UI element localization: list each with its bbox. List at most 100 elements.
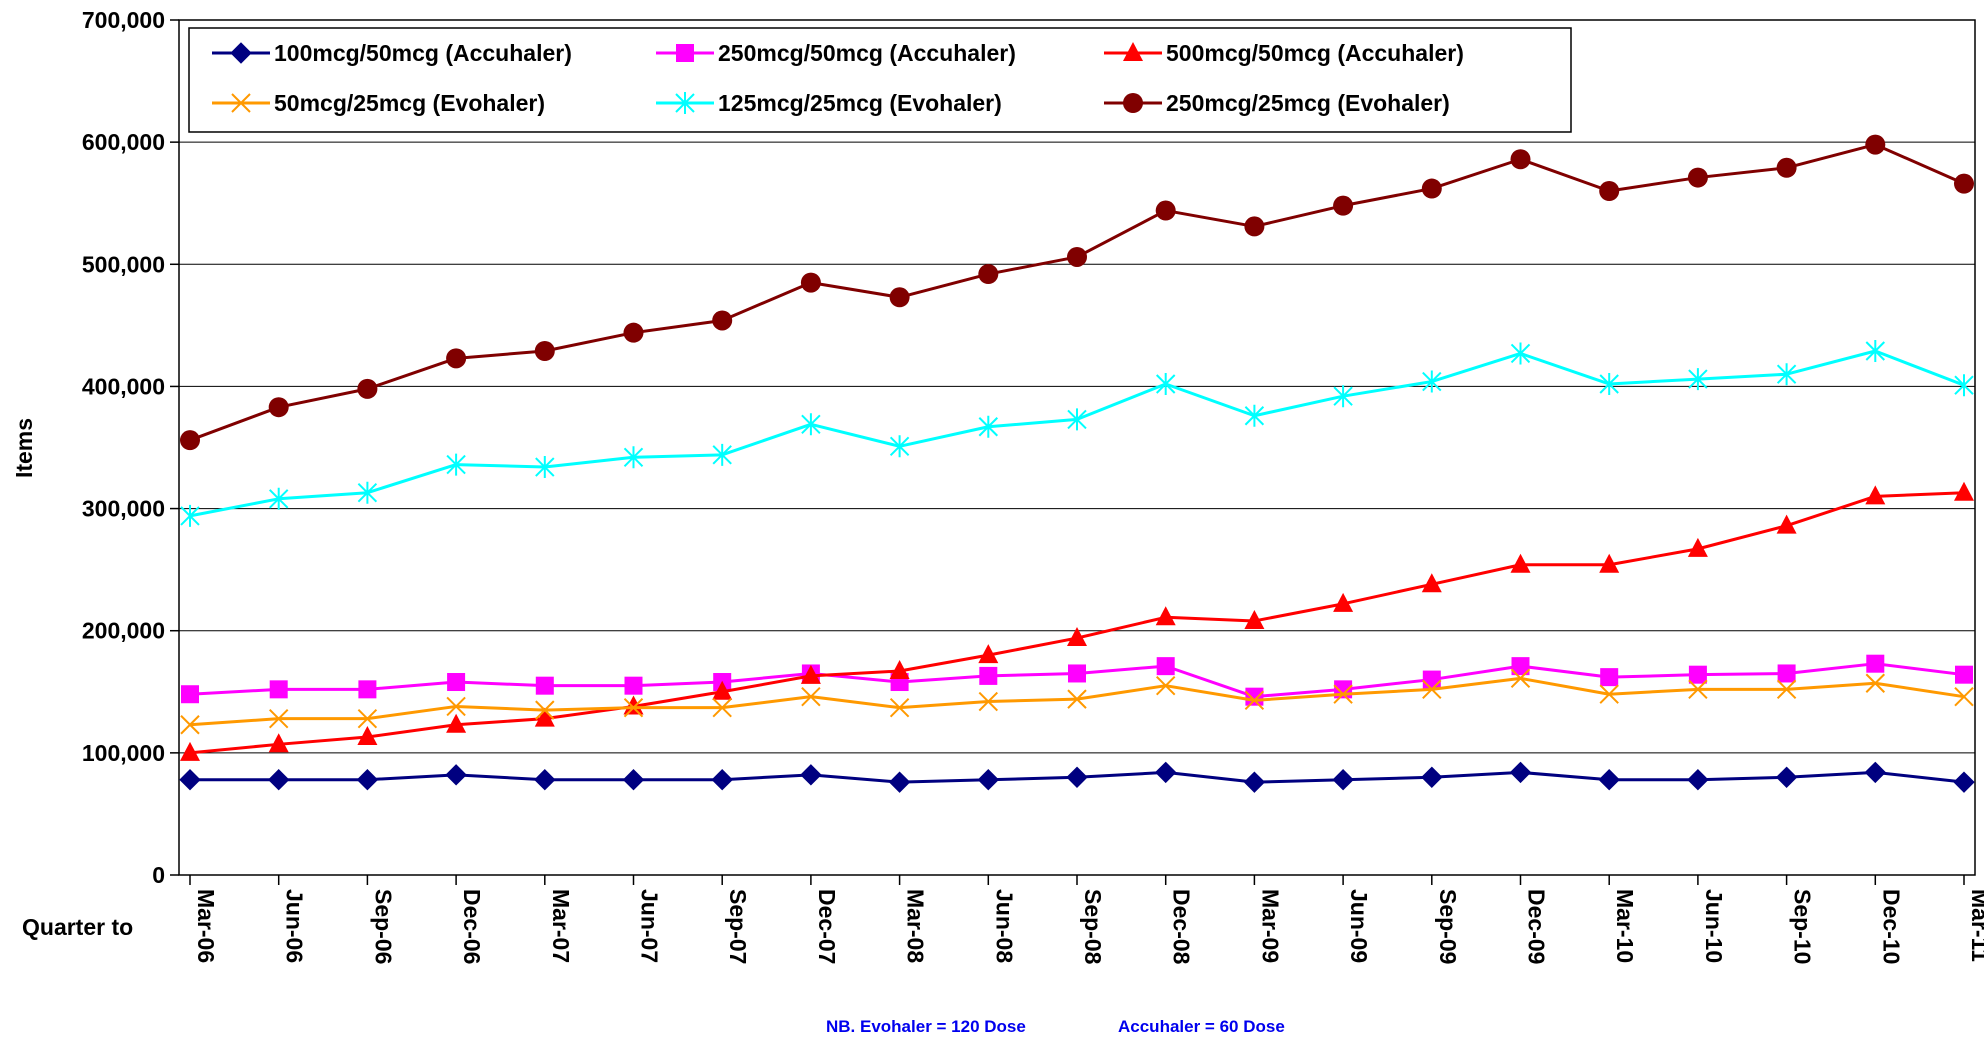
legend: 100mcg/50mcg (Accuhaler) 250mcg/50mcg (Ac… <box>188 27 1572 133</box>
data-point <box>268 397 289 418</box>
x-axis-ticks: Mar-06 Jun-06 Sep-06 Dec-06 Mar-07 Jun-07 Sep-… <box>189 875 1984 965</box>
data-point <box>622 769 645 791</box>
data-point <box>1599 684 1619 704</box>
data-point <box>624 676 643 695</box>
y-tick-label: 200,000 <box>82 618 165 644</box>
data-point <box>1421 766 1443 788</box>
note-evohaler: NB. Evohaler = 120 Dose <box>826 1017 1026 1036</box>
data-point <box>712 680 733 700</box>
data-point <box>711 769 733 791</box>
data-point <box>1687 167 1708 188</box>
data-point <box>1954 374 1974 397</box>
data-point <box>800 664 821 684</box>
series-4 <box>180 668 1974 735</box>
y-tick-label: 100,000 <box>82 740 165 766</box>
data-point <box>1066 766 1088 788</box>
data-point <box>1333 195 1354 216</box>
data-point <box>1955 665 1973 684</box>
data-point <box>1864 761 1887 784</box>
data-point <box>535 676 554 695</box>
data-point <box>800 272 821 293</box>
data-point <box>1599 181 1620 201</box>
data-point <box>712 443 732 466</box>
data-point <box>446 696 466 717</box>
data-point <box>356 769 379 791</box>
data-point <box>1865 340 1886 363</box>
legend-label: 50mcg/25mcg (Evohaler) <box>274 90 545 116</box>
legend-marker <box>675 92 695 114</box>
data-point <box>1333 684 1353 704</box>
series-5 <box>180 340 1974 527</box>
data-point <box>268 487 289 510</box>
data-point <box>534 341 555 362</box>
x-tick-label: Mar-07 <box>548 889 574 963</box>
legend-items: 100mcg/50mcg (Accuhaler) 250mcg/50mcg (Ac… <box>212 40 1464 116</box>
legend-box <box>188 27 1572 133</box>
legend-label: 250mcg/50mcg (Accuhaler) <box>718 40 1016 66</box>
legend-marker <box>231 93 251 113</box>
data-point <box>801 413 821 436</box>
data-point <box>1156 657 1175 676</box>
x-tick-label: Dec-08 <box>1169 889 1195 965</box>
data-point <box>445 764 467 786</box>
data-point <box>1510 668 1531 689</box>
y-axis-ticks: 0 100,000 200,000 300,000 400,000 500,000 600,… <box>82 7 179 888</box>
x-tick-label: Mar-08 <box>903 889 929 963</box>
data-point <box>623 695 644 715</box>
data-point <box>1155 372 1176 395</box>
data-point <box>1244 404 1265 427</box>
data-point <box>1599 553 1620 573</box>
data-point <box>1155 200 1176 221</box>
x-tick-label: Dec-09 <box>1524 889 1550 964</box>
data-point <box>978 264 999 285</box>
data-point <box>357 378 378 399</box>
data-point <box>1155 606 1176 626</box>
x-tick-label: Dec-06 <box>459 889 485 964</box>
legend-item: 50mcg/25mcg (Evohaler) <box>212 90 545 116</box>
data-point <box>357 708 378 729</box>
data-point <box>1688 368 1708 391</box>
data-point <box>1776 363 1797 386</box>
data-point <box>1776 679 1797 700</box>
data-point <box>1421 178 1442 199</box>
data-point <box>1510 149 1531 170</box>
data-point <box>801 686 821 707</box>
data-point <box>267 769 290 791</box>
data-point <box>357 725 378 745</box>
data-point <box>1865 673 1886 693</box>
data-point <box>889 697 910 718</box>
y-tick-label: 300,000 <box>82 496 165 522</box>
legend-item: 500mcg/50mcg (Accuhaler) <box>1104 40 1464 66</box>
data-point <box>1333 385 1353 408</box>
data-point <box>623 697 644 718</box>
data-point <box>1332 769 1354 791</box>
legend-item: 100mcg/50mcg (Accuhaler) <box>212 40 572 66</box>
x-tick-label: Jun-08 <box>991 889 1017 963</box>
legend-marker <box>1123 93 1143 113</box>
data-point <box>447 673 466 692</box>
data-point <box>1333 592 1354 612</box>
data-point <box>181 685 199 704</box>
data-point <box>1865 134 1886 155</box>
plot-area <box>178 19 1976 876</box>
data-point <box>623 322 644 343</box>
legend-label: 250mcg/25mcg (Evohaler) <box>1166 90 1450 116</box>
data-point <box>978 644 999 664</box>
data-point <box>978 415 999 438</box>
data-point <box>977 769 1000 791</box>
data-point <box>1687 769 1709 791</box>
data-point <box>1155 675 1176 696</box>
data-point <box>1687 537 1708 557</box>
series-group <box>179 134 1975 793</box>
data-point <box>1688 679 1708 700</box>
data-point <box>1422 679 1442 700</box>
x-tick-label: Mar-09 <box>1257 889 1283 963</box>
data-point <box>1509 761 1532 784</box>
x-tick-label: Sep-06 <box>370 889 396 964</box>
data-point <box>1510 342 1531 365</box>
x-tick-label: Jun-10 <box>1701 889 1727 963</box>
data-point <box>1244 690 1265 711</box>
data-point <box>1600 668 1619 687</box>
x-tick-label: Jun-09 <box>1346 889 1372 963</box>
